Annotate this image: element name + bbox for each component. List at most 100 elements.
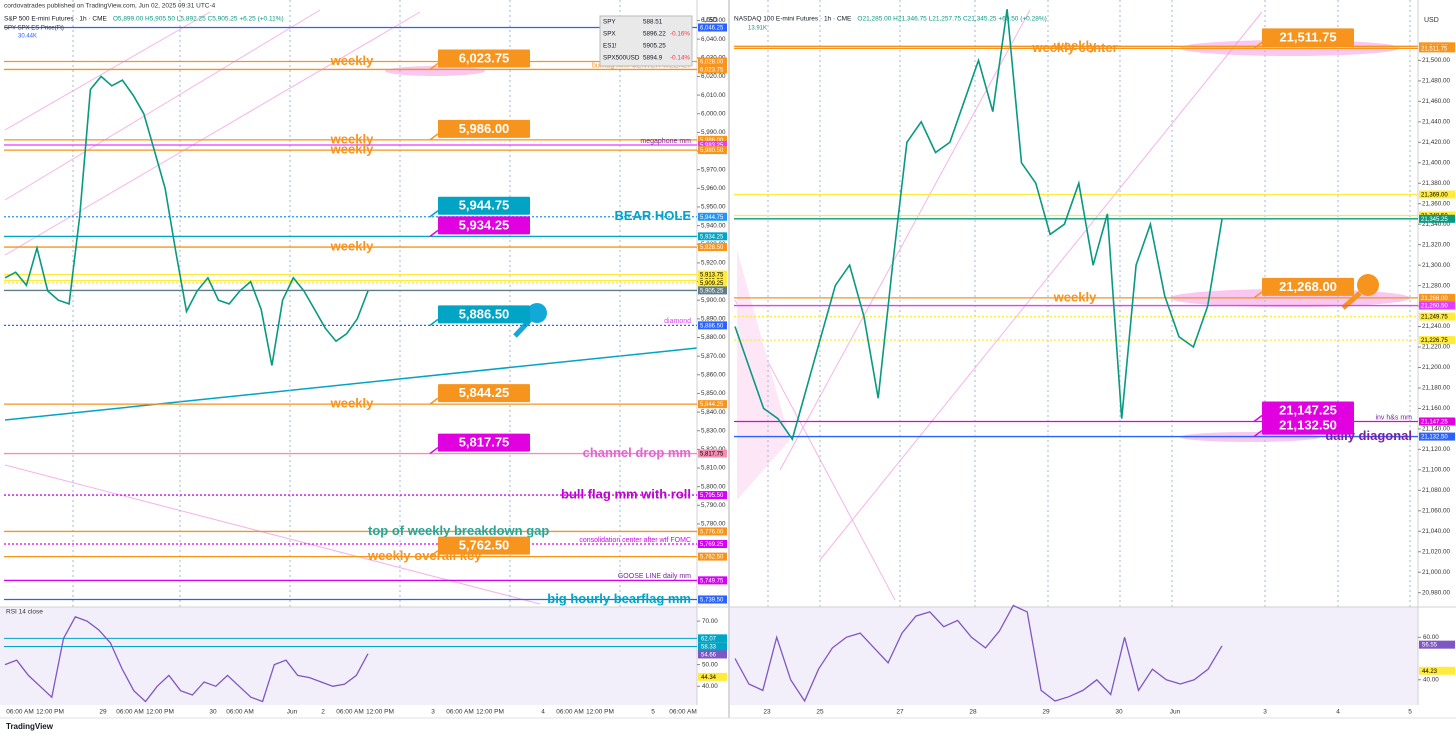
axis-tag (698, 540, 727, 549)
x-tick-label: 12:00 PM (476, 709, 504, 716)
level-note: weekly (330, 142, 374, 157)
axis-tag-label: 5,909.25 (700, 281, 724, 287)
x-tick-label: 12:00 PM (146, 709, 174, 716)
level-note: consolidation center after wtf FOMC (579, 537, 691, 544)
watch-price: 5905.25 (643, 43, 666, 50)
axis-tag-label: 21,249.75 (1421, 315, 1448, 321)
rsi-tag-label: 44.34 (701, 675, 717, 681)
axis-tag-label: 21,369.00 (1421, 193, 1448, 199)
level-note: weekly (330, 396, 374, 411)
y-tick-label: 21,000.00 (1422, 569, 1451, 576)
level-note: weekly (330, 238, 374, 253)
callout-box (1262, 401, 1354, 420)
watch-symbol: SPX (603, 31, 616, 38)
publisher: cordovatrades published on TradingView.c… (4, 3, 216, 10)
axis-tag (698, 23, 727, 32)
axis-tag (698, 449, 727, 458)
axis-tag (698, 400, 727, 409)
x-tick-label: 30 (1115, 709, 1123, 716)
y-tick-label: 21,080.00 (1422, 487, 1451, 494)
diagonal-line (4, 347, 698, 421)
callout-label: 5,762.50 (459, 538, 510, 553)
axis-tag-label: 21,268.00 (1421, 296, 1448, 302)
callout-label: 5,844.25 (459, 385, 510, 400)
x-tick-label: 06:00 AM (556, 709, 583, 716)
rsi-tag (698, 672, 727, 681)
y-tick-label: 5,970.00 (701, 166, 726, 173)
callout-label: 21,268.00 (1279, 279, 1337, 294)
axis-tag-label: 6,046.25 (700, 26, 724, 32)
callout-box (1262, 28, 1354, 47)
y-tick-label: 21,480.00 (1422, 78, 1451, 85)
callout-box (438, 216, 530, 235)
axis-tag-label: 5,749.75 (700, 578, 724, 584)
callout-pointer (1253, 429, 1263, 438)
callout-box (438, 305, 530, 324)
axis-tag (698, 270, 727, 279)
y-tick-label: 5,780.00 (701, 521, 726, 528)
x-tick-label: 2 (321, 709, 325, 716)
axis-tag (698, 232, 727, 241)
y-tick-label: 21,060.00 (1422, 507, 1451, 514)
y-tick-label: 5,960.00 (701, 185, 726, 192)
level-note: inv h&s mm (1375, 414, 1412, 421)
currency: USD (1424, 17, 1439, 24)
price-line (734, 9, 1223, 441)
currency: USD (703, 17, 718, 24)
y-tick-label: 5,850.00 (701, 390, 726, 397)
y-tick-label: 5,840.00 (701, 409, 726, 416)
axis-tag-label: 21,132.50 (1421, 435, 1448, 441)
y-tick-label: 5,800.00 (701, 483, 726, 490)
axis-tag (698, 286, 727, 295)
rsi-line (4, 615, 369, 703)
axis-tag-label: 5,762.50 (700, 555, 724, 561)
y-tick-label: 5,950.00 (701, 204, 726, 211)
callout-pointer (1253, 41, 1263, 49)
x-tick-label: Jun (1170, 709, 1181, 716)
y-tick-label: 5,870.00 (701, 353, 726, 360)
watch-symbol: SPY (603, 19, 616, 26)
axis-tag-label: 21,511.75 (1421, 46, 1448, 52)
channel-line (4, 11, 421, 256)
axis-tag (698, 595, 727, 604)
callout-label: 5,934.25 (459, 217, 510, 232)
price-line (4, 75, 369, 366)
ohlc: O21,285.00 H21,346.75 L21,257.75 C21,345… (857, 16, 1046, 23)
axis-tag-label: 5,739.50 (700, 598, 724, 604)
level-note: big hourly bearflag mm (547, 591, 691, 606)
callout-box (438, 119, 530, 138)
watch-change: -0.14% (670, 55, 690, 62)
volume: 13.91K (748, 26, 767, 32)
level-note: weekly center (1031, 40, 1117, 55)
rsi-tag (1419, 640, 1455, 649)
rsi-tag (698, 634, 727, 643)
rsi-tag-label: 56.55 (1422, 643, 1438, 649)
y-tick-label: 5,810.00 (701, 465, 726, 472)
x-tick-label: 3 (431, 709, 435, 716)
y-tick-label: 21,240.00 (1422, 323, 1451, 330)
y-tick-label: 21,420.00 (1422, 139, 1451, 146)
level-note: bull flag mm with roll (561, 486, 691, 501)
callout-pointer (429, 133, 439, 141)
x-tick-label: 5 (1408, 709, 1412, 716)
axis-tag (698, 527, 727, 536)
rsi-tag (698, 642, 727, 651)
axis-tag (1419, 336, 1455, 345)
x-tick-label: 4 (541, 709, 545, 716)
y-tick-label: 6,020.00 (701, 73, 726, 80)
axis-tag (698, 576, 727, 585)
y-tick-label: 5,790.00 (701, 502, 726, 509)
callout-pointer (429, 318, 439, 326)
x-tick-label: 12:00 PM (36, 709, 64, 716)
rsi-tag-label: 62.07 (701, 636, 717, 642)
y-tick-label: 21,460.00 (1422, 98, 1451, 105)
x-tick-label: Jun (287, 709, 298, 716)
y-tick-label: 5,990.00 (701, 129, 726, 136)
channel-line (4, 11, 211, 131)
y-tick-label: 21,200.00 (1422, 364, 1451, 371)
x-tick-label: 23 (763, 709, 771, 716)
x-tick-label: 27 (896, 709, 904, 716)
x-tick-label: 25 (816, 709, 824, 716)
level-note: channel drop mm (583, 445, 691, 460)
